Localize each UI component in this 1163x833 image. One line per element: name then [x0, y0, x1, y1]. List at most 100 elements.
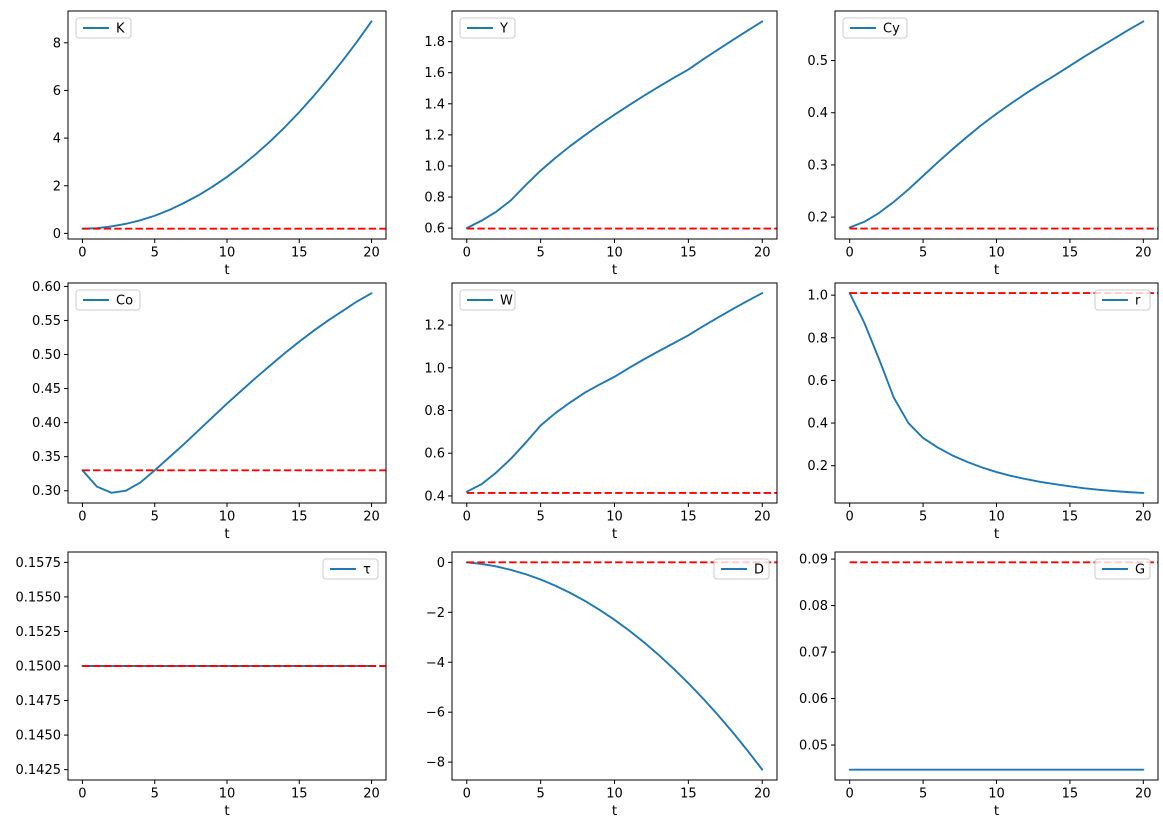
legend-label-r: r: [1135, 294, 1141, 309]
y-tick-label: 0.40: [32, 416, 61, 431]
x-tick-label: 15: [291, 246, 308, 261]
axes-frame-Y: [451, 10, 778, 240]
x-tick-label: 0: [846, 246, 854, 261]
x-tick-label: 10: [606, 787, 623, 802]
x-tick-label: 15: [1062, 510, 1079, 525]
x-tick-label: 0: [463, 787, 471, 802]
x-tick-label: 5: [536, 510, 544, 525]
subplot-K: 0 5 10 15 20 0 2 4 6 8 t K: [53, 10, 387, 278]
y-tick-label: 1.0: [807, 289, 828, 304]
x-tick-label: 20: [1135, 787, 1152, 802]
y-tick-label: −4: [426, 656, 445, 671]
legend-Y: Y: [459, 17, 516, 39]
x-axis-label-Cy: t: [994, 262, 999, 278]
subplot-tau: 0 5 10 15 20 0.1425 0.1450 0.1475 0.1500 0.1525 0.…: [16, 551, 387, 819]
x-tick-label: 5: [536, 787, 544, 802]
y-tick-label: 0.1425: [16, 763, 62, 778]
legend-G: G: [1094, 558, 1151, 580]
y-tick-label: 0.1575: [16, 556, 62, 571]
x-tick-label: 0: [846, 787, 854, 802]
y-tick-label: 0.1550: [16, 590, 62, 605]
y-tick-label: 0.1500: [16, 660, 62, 675]
y-tick-label: 1.2: [424, 128, 445, 143]
x-axis-label-G: t: [994, 803, 999, 819]
y-tick-label: 2: [53, 179, 61, 194]
y-tick-label: 0.6: [807, 374, 828, 389]
x-axis-label-W: t: [612, 526, 617, 542]
y-tick-label: 1.8: [424, 35, 445, 50]
x-tick-label: 5: [919, 787, 927, 802]
y-tick-label: 0.6: [424, 447, 445, 462]
y-tick-label: 0.08: [799, 599, 828, 614]
series-line-D: [465, 561, 764, 771]
y-tick-label: 0.1475: [16, 694, 62, 709]
y-tick-label: −6: [426, 706, 445, 721]
y-tick-label: 1.6: [424, 66, 445, 81]
x-tick-label: 5: [919, 246, 927, 261]
x-tick-label: 10: [988, 787, 1005, 802]
x-tick-label: 15: [1062, 787, 1079, 802]
subplot-D: 0 5 10 15 20 −8 −6 −4 −2 0 t D: [426, 551, 778, 819]
axes-frame-K: [67, 10, 387, 240]
legend-D: D: [713, 558, 770, 580]
subplot-G: 0 5 10 15 20 0.05 0.06 0.07 0.08 0.09 t G: [799, 551, 1159, 819]
legend-label-Y: Y: [499, 22, 508, 37]
legend-label-Co: Co: [116, 294, 133, 309]
x-tick-label: 0: [463, 246, 471, 261]
x-tick-label: 20: [363, 510, 380, 525]
y-tick-label: 0.55: [32, 314, 61, 329]
x-tick-label: 5: [536, 246, 544, 261]
subplot-W: 0 5 10 15 20 0.4 0.6 0.8 1.0 1.2 t W: [424, 282, 778, 542]
y-tick-label: 8: [53, 36, 61, 51]
y-tick-label: 0.1525: [16, 625, 62, 640]
y-tick-label: 1.0: [424, 159, 445, 174]
x-tick-label: 0: [78, 510, 86, 525]
axes-frame-D: [451, 551, 778, 781]
x-tick-label: 0: [78, 787, 86, 802]
x-tick-label: 15: [291, 787, 308, 802]
y-tick-label: 0.30: [32, 484, 61, 499]
legend-label-K: K: [116, 22, 125, 37]
axes-frame-G: [834, 551, 1159, 781]
y-tick-label: 0.06: [799, 692, 828, 707]
y-tick-label: 0.6: [424, 222, 445, 237]
x-tick-label: 15: [680, 246, 697, 261]
y-tick-label: 0.8: [424, 404, 445, 419]
y-tick-label: 0.09: [799, 553, 828, 568]
y-tick-label: 0.60: [32, 280, 61, 295]
subplot-Cy: 0 5 10 15 20 0.2 0.3 0.4 0.5 t Cy: [807, 10, 1159, 278]
axes-frame-Cy: [834, 10, 1159, 240]
y-tick-label: 0.05: [799, 739, 828, 754]
y-tick-label: 1.0: [424, 361, 445, 376]
x-tick-label: 5: [151, 246, 159, 261]
series-line-Y: [465, 20, 764, 230]
subplot-Co: 0 5 10 15 20 0.30 0.35 0.40 0.45 0.50 0.55 0.60 t Co: [32, 280, 387, 542]
x-tick-label: 10: [606, 510, 623, 525]
x-tick-label: 5: [151, 510, 159, 525]
x-tick-label: 15: [291, 510, 308, 525]
x-tick-label: 20: [754, 246, 771, 261]
legend-Co: Co: [75, 289, 141, 311]
y-tick-label: 0.4: [424, 489, 445, 504]
y-tick-label: −2: [426, 606, 445, 621]
x-tick-label: 5: [151, 787, 159, 802]
legend-tau: τ: [322, 558, 379, 580]
legend-label-tau: τ: [363, 563, 371, 578]
y-tick-label: 0.4: [807, 106, 828, 121]
x-tick-label: 20: [363, 787, 380, 802]
y-tick-label: 0.50: [32, 348, 61, 363]
series-line-Co: [81, 292, 373, 494]
x-tick-label: 20: [754, 510, 771, 525]
x-axis-label-Y: t: [612, 262, 617, 278]
y-tick-label: 0.07: [799, 646, 828, 661]
x-tick-label: 20: [1135, 510, 1152, 525]
y-tick-label: 0.3: [807, 158, 828, 173]
x-tick-label: 5: [919, 510, 927, 525]
legend-K: K: [75, 17, 132, 39]
y-tick-label: 1.2: [424, 319, 445, 334]
axes-frame-W: [451, 282, 778, 504]
series-line-Cy: [848, 20, 1145, 229]
x-tick-label: 15: [1062, 246, 1079, 261]
y-tick-label: 0.35: [32, 450, 61, 465]
